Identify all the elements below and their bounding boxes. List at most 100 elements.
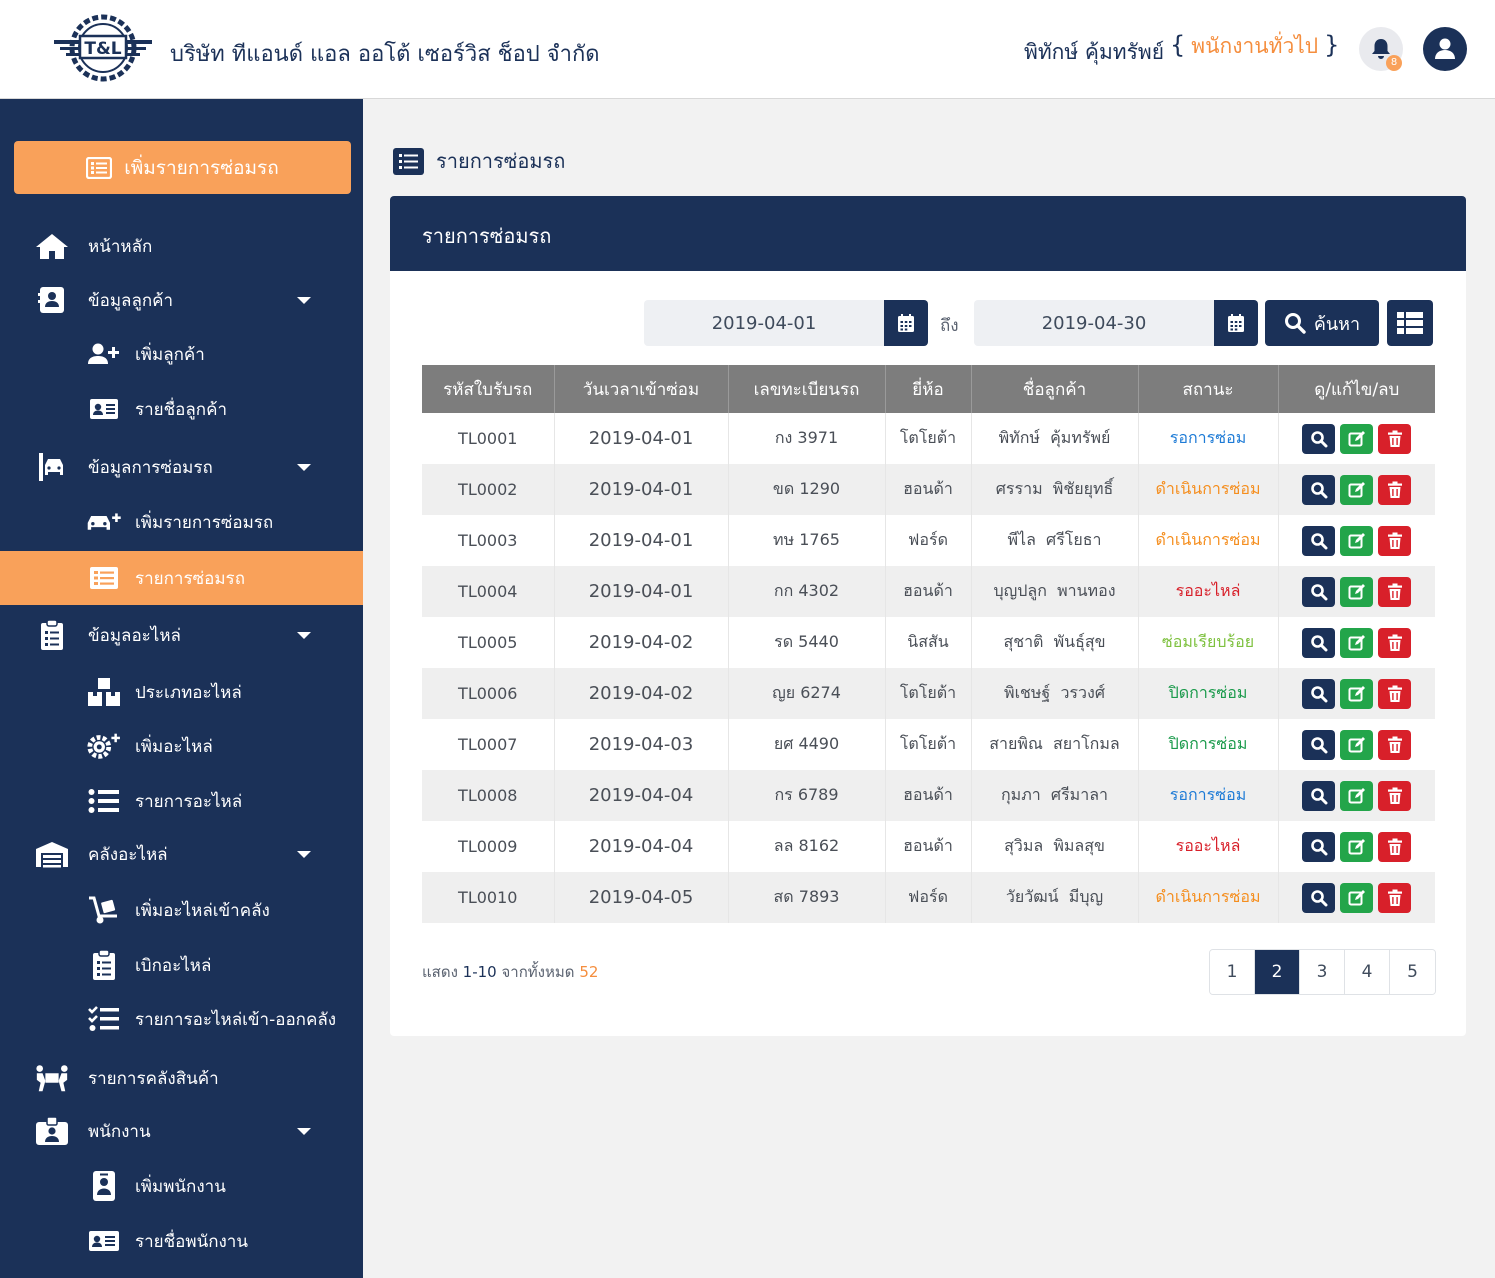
page-title: รายการซ่อมรถ	[393, 145, 565, 177]
delete-button[interactable]	[1378, 729, 1412, 760]
column-header[interactable]: รหัสใบรับรถ	[422, 365, 555, 413]
id-badge-icon	[34, 1113, 70, 1149]
sidebar-item-parts-type[interactable]: ประเภทอะไหล่	[0, 666, 363, 718]
date-from-input[interactable]: 2019-04-01	[644, 300, 884, 346]
page-button-4[interactable]: 4	[1345, 950, 1390, 994]
notification-button[interactable]: 8	[1359, 27, 1403, 71]
table-row[interactable]: TL0010 2019-04-05 สด 7893 ฟอร์ด วัยวัฒน์ มีบ…	[422, 872, 1435, 923]
sidebar-item-warehouse[interactable]: คลังอะไหล่	[0, 828, 363, 880]
cell-customer: สุวิมล พิมลสุข	[971, 821, 1139, 872]
delete-button[interactable]	[1378, 882, 1412, 913]
sidebar-item-parts-info[interactable]: ข้อมูลอะไหล่	[0, 609, 363, 661]
edit-button[interactable]	[1340, 729, 1374, 760]
search-button[interactable]: ค้นหา	[1265, 300, 1379, 346]
column-header[interactable]: เลขทะเบียนรถ	[728, 365, 886, 413]
sidebar-item-customer-list[interactable]: รายชื่อลูกค้า	[0, 383, 363, 435]
page-button-5[interactable]: 5	[1390, 950, 1435, 994]
view-button[interactable]	[1302, 729, 1336, 760]
view-button[interactable]	[1302, 525, 1336, 556]
view-button[interactable]	[1302, 576, 1336, 607]
view-button[interactable]	[1302, 474, 1336, 505]
column-header[interactable]: ชื่อลูกค้า	[971, 365, 1139, 413]
delete-button[interactable]	[1378, 576, 1412, 607]
page-button-1[interactable]: 1	[1210, 950, 1255, 994]
table-row[interactable]: TL0002 2019-04-01 ขด 1290 ฮอนด้า ศรราม พิชัย…	[422, 464, 1435, 515]
cell-status: ดำเนินการซ่อม	[1138, 872, 1279, 923]
sidebar-item-add-repair[interactable]: เพิ่มรายการซ่อมรถ	[0, 496, 363, 548]
edit-button[interactable]	[1340, 576, 1374, 607]
column-header[interactable]: สถานะ	[1138, 365, 1279, 413]
view-button[interactable]	[1302, 831, 1336, 862]
date-to-calendar-button[interactable]	[1214, 300, 1258, 346]
view-toggle-button[interactable]	[1387, 300, 1433, 346]
add-repair-button[interactable]: เพิ่มรายการซ่อมรถ	[14, 141, 351, 194]
delete-button[interactable]	[1378, 678, 1412, 709]
view-button[interactable]	[1302, 678, 1336, 709]
edit-button[interactable]	[1340, 780, 1374, 811]
sidebar-item-home[interactable]: หน้าหลัก	[0, 220, 363, 272]
column-header[interactable]: ยี่ห้อ	[885, 365, 972, 413]
summary-prefix: แสดง	[422, 963, 458, 981]
column-header[interactable]: วันเวลาเข้าซ่อม	[554, 365, 729, 413]
table-row[interactable]: TL0008 2019-04-04 กร 6789 ฮอนด้า กุมภา ศรีมา…	[422, 770, 1435, 821]
cell-plate: ทษ 1765	[728, 515, 886, 566]
delete-button[interactable]	[1378, 780, 1412, 811]
date-to-input[interactable]: 2019-04-30	[974, 300, 1214, 346]
sidebar-item-label: เพิ่มอะไหล่	[135, 736, 213, 757]
sidebar-item-customer-info[interactable]: ข้อมูลลูกค้า	[0, 274, 363, 326]
table-row[interactable]: TL0007 2019-04-03 ยศ 4490 โตโยต้า สายพิณ สยา…	[422, 719, 1435, 770]
view-button[interactable]	[1302, 882, 1336, 913]
warehouse-icon	[34, 836, 70, 872]
table-row[interactable]: TL0003 2019-04-01 ทษ 1765 ฟอร์ด พีไล ศรีโยธา…	[422, 515, 1435, 566]
date-from-calendar-button[interactable]	[884, 300, 928, 346]
table-row[interactable]: TL0009 2019-04-04 ลล 8162 ฮอนด้า สุวิมล พิมล…	[422, 821, 1435, 872]
edit-button[interactable]	[1340, 525, 1374, 556]
sidebar-item-warehouse-movement[interactable]: รายการอะไหล่เข้า-ออกคลัง	[0, 993, 363, 1045]
search-icon	[1310, 532, 1328, 550]
sidebar-item-parts-list[interactable]: รายการอะไหล่	[0, 775, 363, 827]
delete-button[interactable]	[1378, 474, 1412, 505]
sidebar-item-add-customer[interactable]: เพิ่มลูกค้า	[0, 328, 363, 380]
sidebar-item-employee-list[interactable]: รายชื่อพนักงาน	[0, 1215, 363, 1267]
delete-button[interactable]	[1378, 423, 1412, 454]
sidebar-item-add-employee[interactable]: เพิ่มพนักงาน	[0, 1160, 363, 1212]
sidebar-item-add-parts[interactable]: เพิ่มอะไหล่	[0, 720, 363, 772]
view-button[interactable]	[1302, 627, 1336, 658]
view-button[interactable]	[1302, 780, 1336, 811]
edit-button[interactable]	[1340, 831, 1374, 862]
cell-repair-date: 2019-04-02	[554, 617, 729, 668]
user-avatar-button[interactable]	[1423, 27, 1467, 71]
edit-button[interactable]	[1340, 882, 1374, 913]
table-row[interactable]: TL0001 2019-04-01 กง 3971 โตโยต้า พิทักษ์ คุ…	[422, 413, 1435, 464]
table-row[interactable]: TL0006 2019-04-02 ญย 6274 โตโยต้า พิเชษฐ์ วร…	[422, 668, 1435, 719]
company-logo: T&L	[54, 14, 152, 82]
delete-button[interactable]	[1378, 627, 1412, 658]
cell-plate: รด 5440	[728, 617, 886, 668]
delete-button[interactable]	[1378, 831, 1412, 862]
table-row[interactable]: TL0004 2019-04-01 กก 4302 ฮอนด้า บุญปลูก พาน…	[422, 566, 1435, 617]
sidebar-item-repair-info[interactable]: ข้อมูลการซ่อมรถ	[0, 441, 363, 493]
sidebar-item-repair-list[interactable]: รายการซ่อมรถ	[0, 551, 363, 605]
edit-button[interactable]	[1340, 423, 1374, 454]
table-row[interactable]: TL0005 2019-04-02 รด 5440 นิสสัน สุชาติ พันธ…	[422, 617, 1435, 668]
page-button-3[interactable]: 3	[1300, 950, 1345, 994]
view-button[interactable]	[1302, 423, 1336, 454]
svg-text:T&L: T&L	[84, 39, 121, 59]
edit-button[interactable]	[1340, 474, 1374, 505]
repair-list-card: รายการซ่อมรถ 2019-04-01 ถึง 2019-04-30 ค…	[390, 196, 1466, 1036]
cell-status: ดำเนินการซ่อม	[1138, 464, 1279, 515]
cell-customer: บุญปลูก พานทอง	[971, 566, 1139, 617]
sidebar-item-stock-list[interactable]: รายการคลังสินค้า	[0, 1052, 363, 1104]
cell-status: รอการซ่อม	[1138, 413, 1279, 464]
delete-button[interactable]	[1378, 525, 1412, 556]
sidebar-item-employees[interactable]: พนักงาน	[0, 1105, 363, 1157]
role-brace-close: }	[1324, 31, 1340, 59]
page-button-2[interactable]: 2	[1255, 950, 1300, 994]
sidebar-item-add-to-warehouse[interactable]: เพิ่มอะไหล่เข้าคลัง	[0, 884, 363, 936]
trash-icon	[1387, 889, 1403, 907]
cell-customer: พีไล ศรีโยธา	[971, 515, 1139, 566]
sidebar-item-withdraw-parts[interactable]: เบิกอะไหล่	[0, 939, 363, 991]
edit-button[interactable]	[1340, 627, 1374, 658]
chevron-down-icon	[297, 631, 311, 639]
edit-button[interactable]	[1340, 678, 1374, 709]
